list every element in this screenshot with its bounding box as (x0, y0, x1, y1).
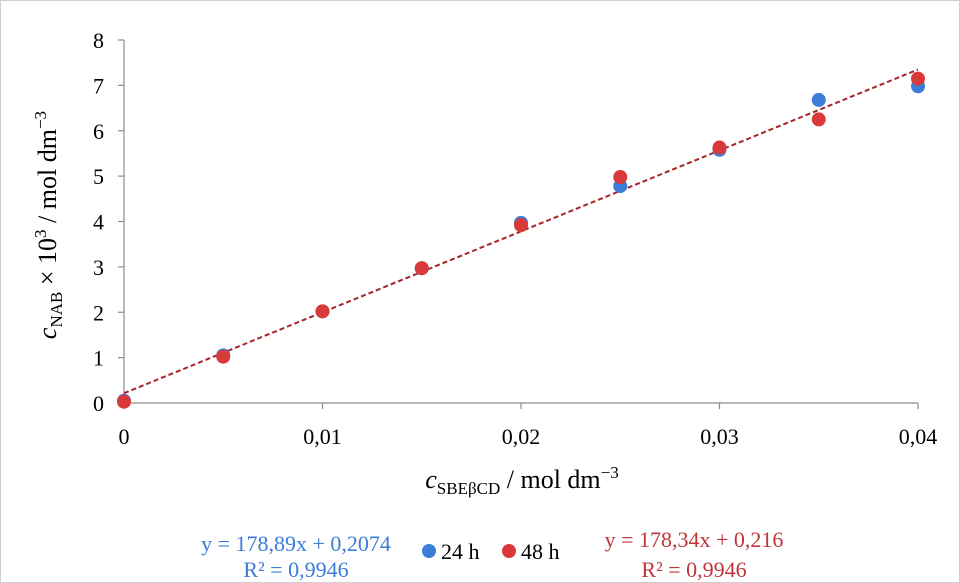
y-tick-label: 0 (93, 391, 104, 416)
legend: y = 178,89x + 0,2074 R² = 0,9946 24 h 48… (201, 527, 783, 582)
legend-label-48h: 48 h (521, 539, 560, 564)
legend-label-24h: 24 h (441, 539, 480, 564)
point-24h (811, 92, 826, 107)
legend-marker-24h (422, 544, 436, 558)
x-tick-label: 0,01 (303, 424, 342, 449)
y-tick-label: 2 (93, 300, 104, 325)
x-axis-title: cSBEβCD / mol dm−3 (425, 463, 619, 498)
y-ticks: 0 1 2 3 4 5 6 7 8 (93, 28, 124, 416)
point-48h (712, 140, 727, 155)
point-48h (315, 304, 330, 319)
y-tick-label: 7 (93, 73, 104, 98)
point-48h (811, 112, 826, 127)
data-points (117, 71, 925, 409)
x-tick-label: 0,02 (502, 424, 541, 449)
trendline-24h-equation: y = 178,89x + 0,2074 (201, 531, 391, 556)
x-tick-label: 0,03 (700, 424, 739, 449)
point-48h (911, 71, 925, 86)
point-48h (514, 218, 528, 233)
point-48h (613, 170, 628, 185)
x-tick-label: 0,04 (899, 424, 938, 449)
y-tick-label: 3 (93, 255, 104, 280)
point-48h (117, 394, 131, 409)
y-tick-label: 4 (93, 210, 104, 235)
y-tick-label: 5 (93, 164, 104, 189)
legend-marker-48h (502, 544, 516, 558)
trendline-24h-r2: R² = 0,9946 (243, 557, 348, 582)
y-tick-label: 1 (93, 346, 104, 371)
trendline-48h-equation: y = 178,34x + 0,216 (605, 527, 784, 552)
y-tick-label: 8 (93, 28, 104, 53)
trendline-48h-r2: R² = 0,9946 (641, 557, 746, 582)
point-48h (216, 349, 231, 364)
y-tick-label: 6 (93, 119, 104, 144)
y-axis-title: cNAB × 103 / mol dm−3 (31, 111, 66, 339)
x-tick-label: 0 (119, 424, 130, 449)
x-ticks: 0 0,01 0,02 0,03 0,04 (119, 403, 938, 449)
point-48h (414, 261, 429, 276)
